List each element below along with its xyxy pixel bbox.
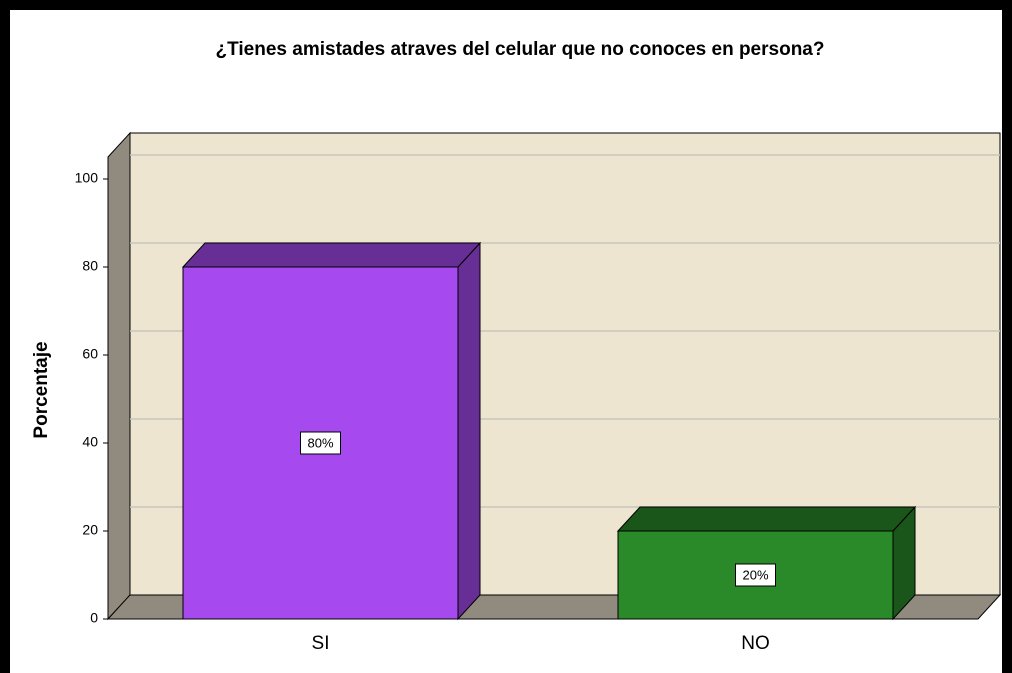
x-tick-label: SI [312, 633, 330, 654]
bar-side [457, 241, 481, 621]
y-tick-label: 100 [75, 170, 99, 186]
y-tick-label: 60 [82, 346, 98, 362]
side-wall [107, 131, 131, 621]
y-tick-label: 0 [90, 610, 98, 626]
y-axis-label: Porcentaje [31, 341, 52, 438]
chart-title: ¿Tienes amistades atraves del celular qu… [216, 39, 825, 60]
y-tick-label: 40 [82, 434, 98, 450]
x-tick-label: NO [741, 633, 770, 654]
value-label: 20% [742, 567, 768, 582]
value-label-box [300, 431, 341, 455]
bar-top [616, 506, 917, 532]
bar-top [181, 242, 482, 268]
value-label: 80% [307, 435, 333, 450]
value-label-box [735, 563, 776, 587]
y-tick-label: 20 [82, 522, 98, 538]
y-tick-label: 80 [82, 258, 98, 274]
